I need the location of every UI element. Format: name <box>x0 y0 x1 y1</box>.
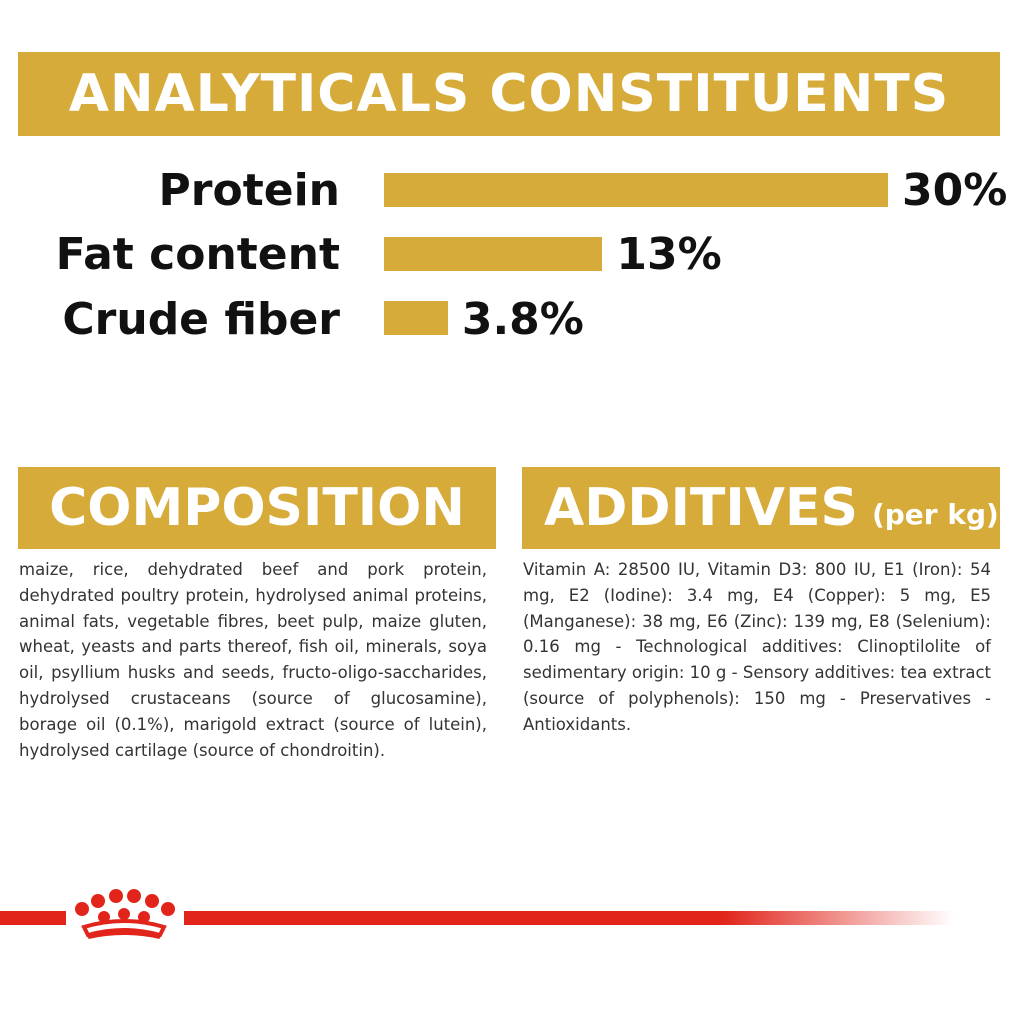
crown-icon <box>75 889 175 939</box>
crude-fiber-value: 3.8% <box>461 294 584 345</box>
additives-title-banner: ADDITIVES (per kg) <box>522 467 1000 549</box>
brand-line-left <box>0 911 66 925</box>
crude-fiber-bar <box>384 301 448 335</box>
analytics-title: ANALYTICALS CONSTITUENTS <box>68 64 950 124</box>
brand-line-right <box>184 911 954 925</box>
protein-value: 30% <box>902 165 1008 216</box>
additives-title: ADDITIVES <box>544 478 858 538</box>
fat-content-bar <box>384 237 603 271</box>
fat-content-value: 13% <box>616 229 722 280</box>
composition-title-banner: COMPOSITION <box>18 467 496 549</box>
crude-fiber-label: Crude fiber <box>62 294 340 345</box>
composition-title: COMPOSITION <box>49 478 465 538</box>
analytics-title-banner: ANALYTICALS CONSTITUENTS <box>18 52 1000 136</box>
composition-text: maize, rice, dehydrated beef and pork pr… <box>19 560 487 760</box>
additives-subtitle: (per kg) <box>871 497 999 531</box>
protein-label: Protein <box>158 165 340 216</box>
protein-bar <box>384 173 888 207</box>
additives-text: Vitamin A: 28500 IU, Vitamin D3: 800 IU,… <box>523 560 991 734</box>
fat-content-label: Fat content <box>55 229 340 280</box>
